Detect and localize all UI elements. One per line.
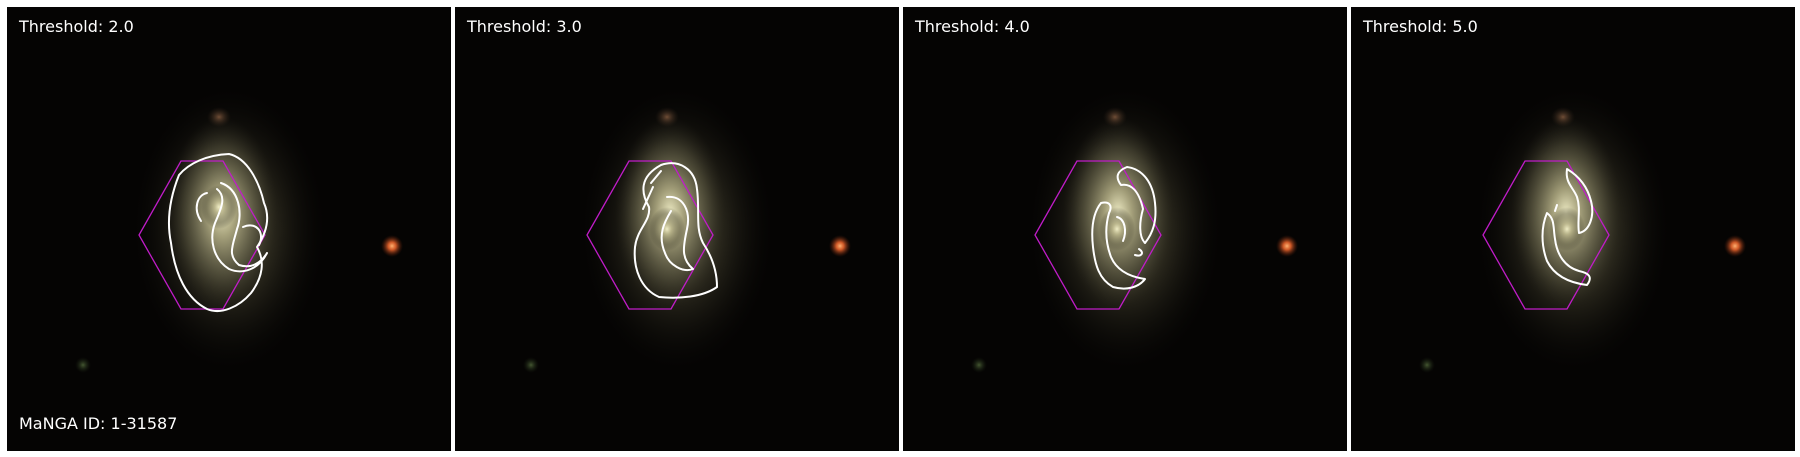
threshold-contour [633,162,718,299]
threshold-label: Threshold: 4.0 [915,17,1030,36]
image-panel-threshold-1: Threshold: 2.0 MaNGA ID: 1-31587 [7,7,451,451]
ifu-hexagon [138,160,266,310]
threshold-label: Threshold: 3.0 [467,17,582,36]
galaxy-image [455,7,899,451]
threshold-contour [168,153,268,312]
threshold-contour [1541,168,1594,286]
ifu-hexagon [586,160,714,310]
threshold-label: Threshold: 2.0 [19,17,134,36]
galaxy-image [7,7,451,451]
galaxy-image [1351,7,1795,451]
foreground-star [1724,235,1746,257]
foreground-star [829,235,851,257]
ifu-hexagon [1482,160,1610,310]
foreground-star [1276,235,1298,257]
galaxy-image [903,7,1347,451]
threshold-contour [1091,166,1157,290]
image-panel-threshold-2: Threshold: 3.0 [455,7,899,451]
ifu-hexagon [1034,160,1162,310]
image-panel-threshold-3: Threshold: 4.0 [903,7,1347,451]
galaxy-id-label: MaNGA ID: 1-31587 [19,414,178,433]
threshold-label: Threshold: 5.0 [1363,17,1478,36]
foreground-star [381,235,403,257]
image-panel-threshold-4: Threshold: 5.0 [1351,7,1795,451]
